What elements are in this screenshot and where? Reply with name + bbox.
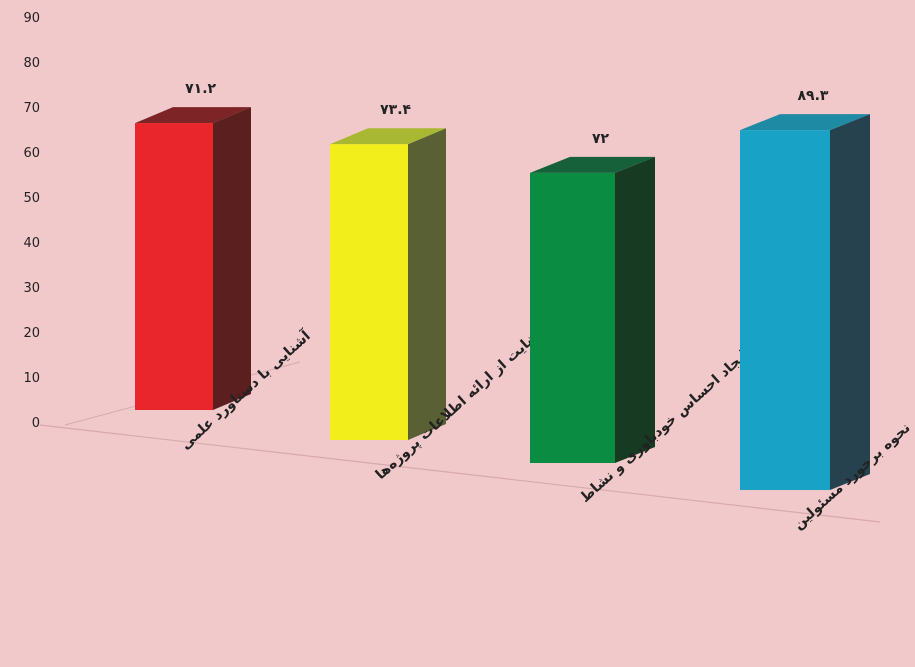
- bar: [330, 144, 408, 440]
- bar-side: [408, 128, 446, 440]
- y-tick-label: 10: [23, 371, 40, 386]
- y-tick-label: 30: [23, 281, 40, 296]
- bar-top: [740, 114, 870, 131]
- y-tick-label: 70: [23, 101, 40, 116]
- bar-side: [615, 156, 655, 463]
- bar: [135, 123, 213, 411]
- bar-side: [830, 114, 870, 490]
- baseline-floor: [39, 424, 881, 523]
- y-tick-label: 60: [23, 146, 40, 161]
- bar-side: [213, 107, 251, 411]
- y-tick-label: 20: [23, 326, 40, 341]
- bar: [530, 172, 615, 463]
- y-tick-label: 50: [23, 191, 40, 206]
- bar-top: [330, 128, 446, 145]
- bar-top: [135, 107, 251, 124]
- data-label: ۷۳.۴: [380, 102, 411, 118]
- y-tick-label: 40: [23, 236, 40, 251]
- y-tick-label: 80: [23, 56, 40, 71]
- y-tick-label: 90: [23, 11, 40, 26]
- data-label: ۷۱.۲: [185, 81, 216, 97]
- data-label: ۸۹.۳: [798, 88, 829, 104]
- bar: [740, 130, 830, 490]
- y-tick-label: 0: [32, 416, 40, 431]
- data-label: ۷۲: [592, 131, 610, 147]
- bar-top: [530, 156, 655, 173]
